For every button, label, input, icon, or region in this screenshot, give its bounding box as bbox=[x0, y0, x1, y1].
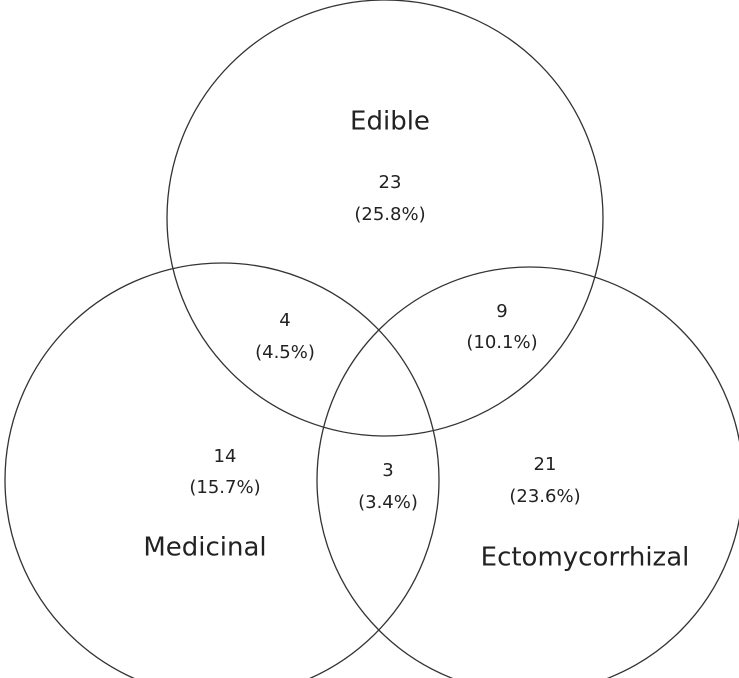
region-percent: (25.8%) bbox=[354, 204, 425, 225]
region-count: 14 bbox=[214, 446, 237, 467]
ectomycorrhizal-circle bbox=[316, 266, 739, 678]
region-percent: (4.5%) bbox=[255, 342, 315, 363]
region-percent: (10.1%) bbox=[466, 332, 537, 353]
region-count: 3 bbox=[382, 460, 393, 481]
region-percent: (3.4%) bbox=[358, 492, 418, 513]
set-label: Ectomycorrhizal bbox=[481, 543, 690, 573]
region-count: 23 bbox=[379, 172, 402, 193]
medicinal-circle bbox=[4, 262, 440, 678]
region-percent: (15.7%) bbox=[189, 477, 260, 498]
set-label: Medicinal bbox=[143, 533, 266, 563]
region-percent: (23.6%) bbox=[509, 486, 580, 507]
set-label: Edible bbox=[350, 107, 430, 137]
region-count: 21 bbox=[534, 454, 557, 475]
edible-circle bbox=[166, 0, 604, 437]
region-count: 4 bbox=[279, 310, 290, 331]
region-count: 9 bbox=[496, 301, 507, 322]
